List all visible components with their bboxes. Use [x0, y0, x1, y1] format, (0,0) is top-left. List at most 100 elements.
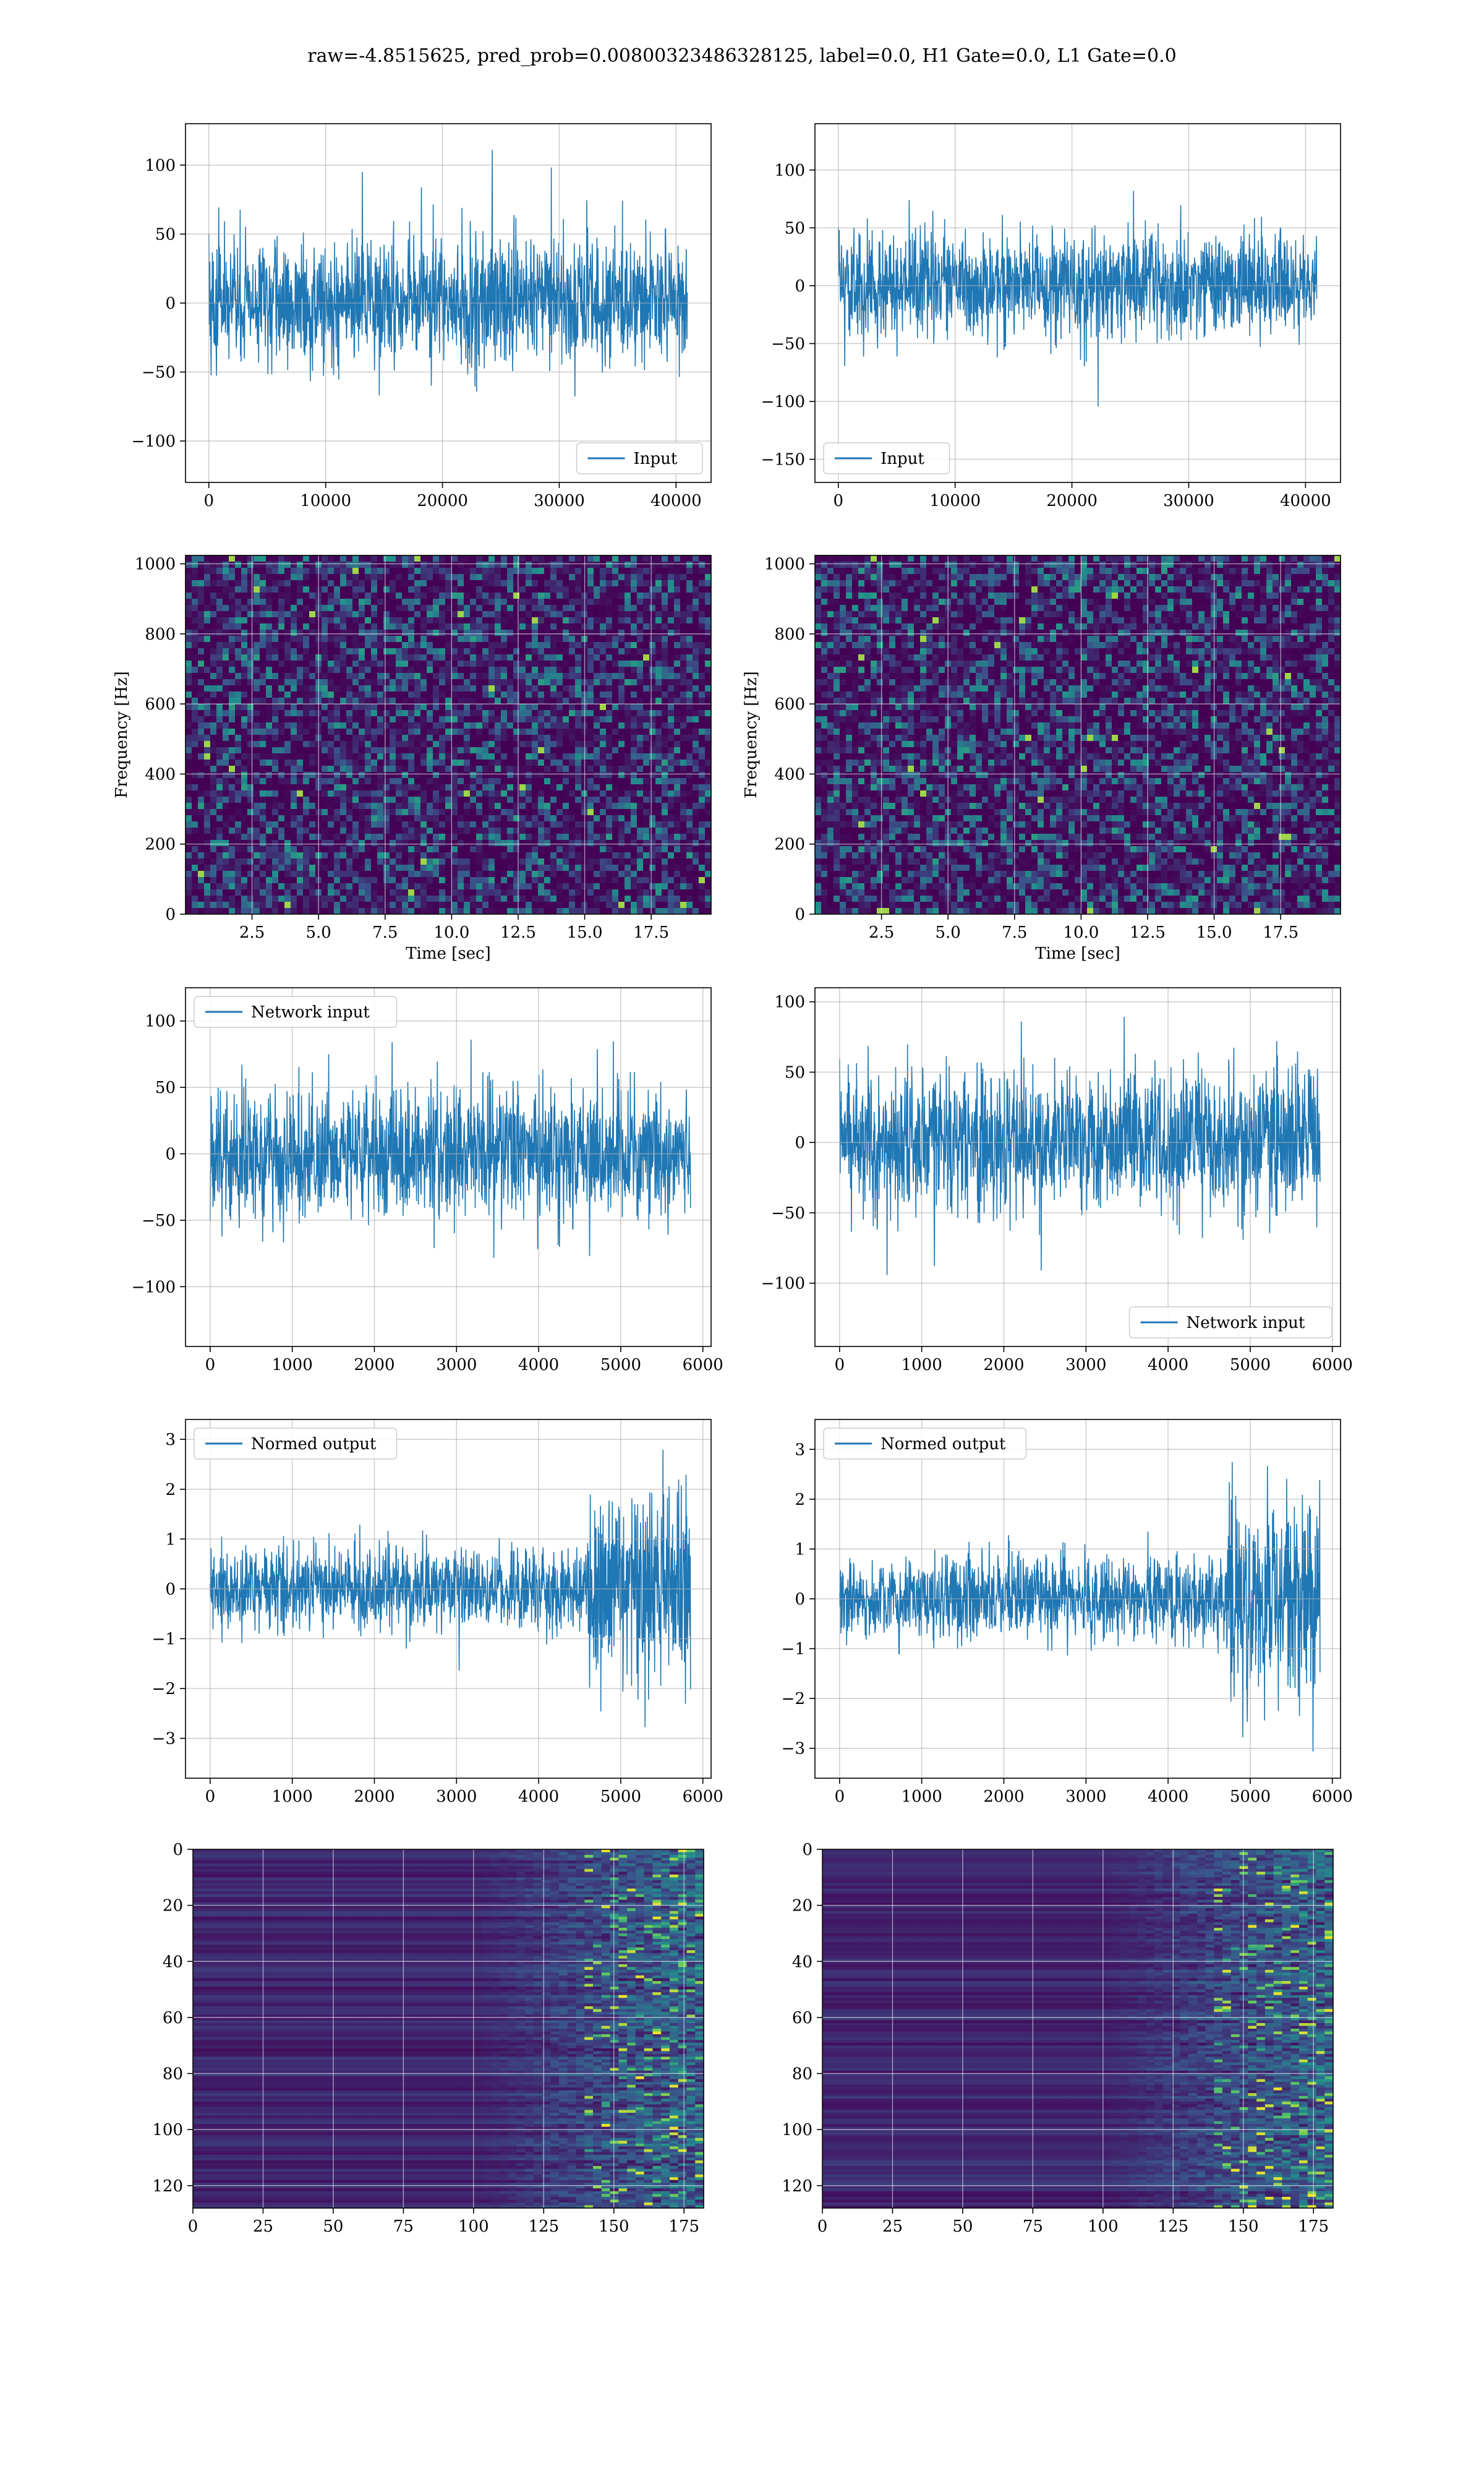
x-tick-label: 175 [668, 2217, 699, 2236]
legend: Normed output [823, 1427, 1027, 1460]
axes-frame [185, 555, 712, 915]
series-line [838, 190, 1318, 407]
panel-row4-right: Normed output 0 1000 2000 3000 4000 5000 6000 −3… [782, 1419, 1353, 1806]
axes-frame [814, 555, 1341, 915]
legend: Normed output [194, 1427, 398, 1460]
y-tick-label: 100 [152, 2121, 183, 2139]
y-tick-label: 0 [173, 1841, 183, 1859]
plot-area [193, 1849, 704, 2208]
x-axis-label: Time [sec] [1035, 944, 1120, 963]
y-tick-label: −2 [152, 1680, 176, 1698]
x-tick-label: 30000 [534, 492, 585, 510]
x-tick-label: 175 [1298, 2217, 1329, 2236]
x-tick-label: 10000 [300, 492, 351, 510]
axes-frame [814, 123, 1341, 483]
y-tick-label: −50 [142, 1212, 176, 1230]
x-tick-label: 17.5 [1263, 923, 1298, 942]
x-tick-label: 1000 [902, 1356, 942, 1374]
y-tick-label: 400 [145, 765, 176, 784]
y-tick-label: 0 [795, 277, 805, 296]
x-tick-label: 10.0 [433, 923, 469, 942]
x-tick-label: 1000 [272, 1356, 313, 1374]
y-tick-label: 50 [155, 225, 176, 244]
x-tick-label: 30000 [1163, 492, 1214, 510]
y-tick-label: 80 [792, 2065, 812, 2084]
x-tick-label: 5000 [600, 1356, 641, 1374]
y-tick-label: 50 [785, 1063, 805, 1082]
x-tick-label: 7.5 [372, 923, 398, 942]
x-tick-label: 0 [835, 1356, 845, 1374]
y-tick-label: 0 [802, 1841, 812, 1859]
x-tick-label: 6000 [1312, 1787, 1353, 1806]
y-tick-label: −50 [771, 335, 805, 353]
plot-area [822, 1849, 1333, 2208]
x-tick-label: 40000 [1280, 492, 1331, 510]
y-tick-label: 0 [165, 1580, 176, 1599]
legend-label: Normed output [251, 1435, 377, 1453]
legend-label: Network input [251, 1003, 370, 1022]
y-tick-label: 600 [774, 695, 805, 714]
y-axis-label: Frequency [Hz] [742, 671, 761, 798]
x-tick-label: 0 [204, 492, 215, 510]
x-tick-label: 150 [599, 2217, 629, 2236]
x-tick-label: 2000 [354, 1356, 394, 1374]
y-tick-label: 2 [795, 1491, 805, 1509]
y-tick-label: 2 [165, 1481, 176, 1499]
x-tick-label: 2000 [983, 1356, 1024, 1374]
panel-row2-right: 2.5 5.0 7.5 10.0 12.5 15.0 17.5 0 200 400 600 800 10… [742, 555, 1341, 963]
y-tick-label: 0 [165, 294, 176, 313]
y-tick-label: 800 [145, 625, 176, 644]
x-tick-label: 40000 [650, 492, 702, 510]
x-tick-label: 125 [1158, 2217, 1188, 2236]
x-tick-label: 2000 [983, 1787, 1024, 1806]
y-tick-label: 40 [792, 1953, 812, 1971]
x-tick-label: 100 [458, 2217, 489, 2236]
x-tick-label: 5.0 [306, 923, 331, 942]
y-tick-label: 100 [145, 1012, 176, 1031]
x-tick-label: 20000 [1046, 492, 1098, 510]
x-tick-label: 5.0 [936, 923, 961, 942]
x-tick-label: 17.5 [633, 923, 669, 942]
y-tick-label: 0 [795, 1590, 805, 1609]
panel-row5-right: 0 25 50 75 100 125 150 175 0 20 40 60 80 100 120 [782, 1841, 1334, 2236]
x-tick-label: 20000 [417, 492, 468, 510]
x-tick-label: 4000 [518, 1356, 559, 1374]
x-tick-label: 125 [528, 2217, 559, 2236]
x-tick-label: 12.5 [500, 923, 536, 942]
x-tick-label: 75 [1023, 2217, 1043, 2236]
y-tick-label: 3 [795, 1440, 805, 1459]
y-tick-label: 100 [145, 156, 176, 175]
x-tick-label: 6000 [1312, 1356, 1353, 1374]
y-tick-label: −100 [132, 1278, 176, 1296]
x-tick-label: 2.5 [239, 923, 265, 942]
panel-row1-left: Input 0 10000 20000 30000 40000 −100 −50 0 50 100 [132, 123, 712, 510]
y-tick-label: 1 [795, 1540, 805, 1559]
x-tick-label: 1000 [272, 1787, 313, 1806]
plot-area [208, 150, 688, 397]
legend: Network input [1128, 1306, 1333, 1338]
plot-area [210, 1039, 691, 1258]
y-tick-label: 0 [795, 1134, 805, 1152]
x-tick-label: 3000 [436, 1787, 477, 1806]
series-line [839, 1016, 1321, 1275]
x-tick-label: 15.0 [567, 923, 603, 942]
legend: Input [823, 442, 950, 474]
panel-row2-left: 2.5 5.0 7.5 10.0 12.5 15.0 17.5 0 200 400 600 800 10… [113, 555, 712, 963]
series-line [210, 1449, 691, 1727]
y-tick-label: 100 [782, 2121, 812, 2139]
panel-row4-left: Normed output 0 1000 2000 3000 4000 5000 6000 −3… [152, 1419, 723, 1806]
x-tick-label: 75 [393, 2217, 414, 2236]
x-tick-label: 100 [1088, 2217, 1119, 2236]
x-tick-label: 0 [205, 1356, 216, 1374]
plot-area [210, 1449, 691, 1727]
y-tick-label: 3 [165, 1431, 176, 1449]
axes-frame [822, 1849, 1334, 2209]
legend-label: Normed output [881, 1435, 1006, 1453]
y-tick-label: −150 [761, 451, 805, 469]
plot-area [186, 555, 711, 914]
x-tick-label: 5000 [600, 1787, 641, 1806]
x-axis-label: Time [sec] [406, 944, 491, 963]
y-tick-label: 400 [774, 765, 805, 784]
y-tick-label: −100 [132, 432, 176, 451]
